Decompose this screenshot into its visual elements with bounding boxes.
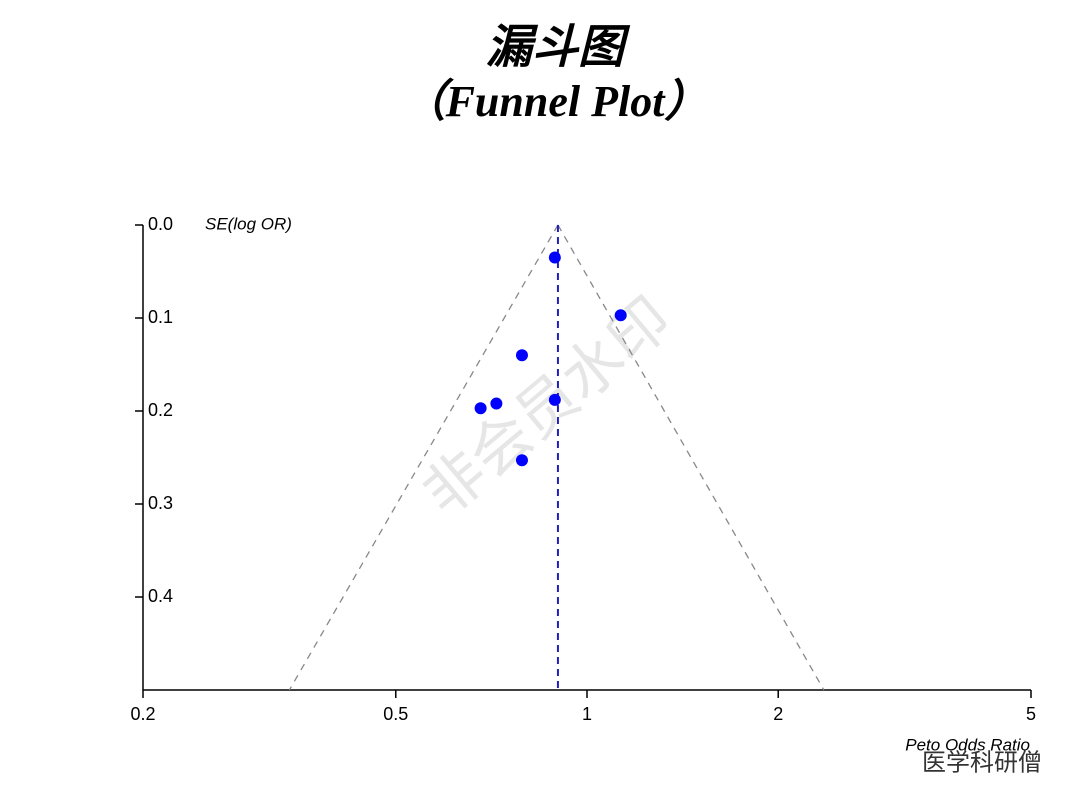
y-tick-label: 0.4 bbox=[148, 586, 173, 606]
watermark: 非会员水印 bbox=[411, 284, 684, 528]
point bbox=[548, 393, 561, 406]
x-axis-label: Peto Odds Ratio bbox=[905, 735, 1030, 754]
y-tick-label: 0.2 bbox=[148, 400, 173, 420]
x-tick-label: 0.5 bbox=[383, 704, 408, 724]
point bbox=[614, 309, 627, 322]
x-tick-label: 0.2 bbox=[130, 704, 155, 724]
brand: 医学科研僧 bbox=[922, 749, 1042, 776]
x-tick-label: 1 bbox=[582, 704, 592, 724]
point bbox=[490, 397, 503, 410]
y-axis-label: SE(log OR) bbox=[205, 214, 292, 233]
chart-title: 漏斗图 bbox=[486, 22, 631, 73]
chart-subtitle: （Funnel Plot） bbox=[402, 77, 709, 126]
funnel-line bbox=[288, 224, 559, 691]
point bbox=[474, 402, 487, 415]
x-tick-label: 5 bbox=[1026, 704, 1036, 724]
point bbox=[515, 349, 528, 362]
point bbox=[515, 454, 528, 467]
y-tick-label: 0.3 bbox=[148, 493, 173, 513]
y-tick-label: 0.0 bbox=[148, 214, 173, 234]
funnel-line bbox=[557, 224, 825, 691]
x-tick-label: 2 bbox=[773, 704, 783, 724]
y-tick-label: 0.1 bbox=[148, 307, 173, 327]
point bbox=[548, 251, 561, 264]
